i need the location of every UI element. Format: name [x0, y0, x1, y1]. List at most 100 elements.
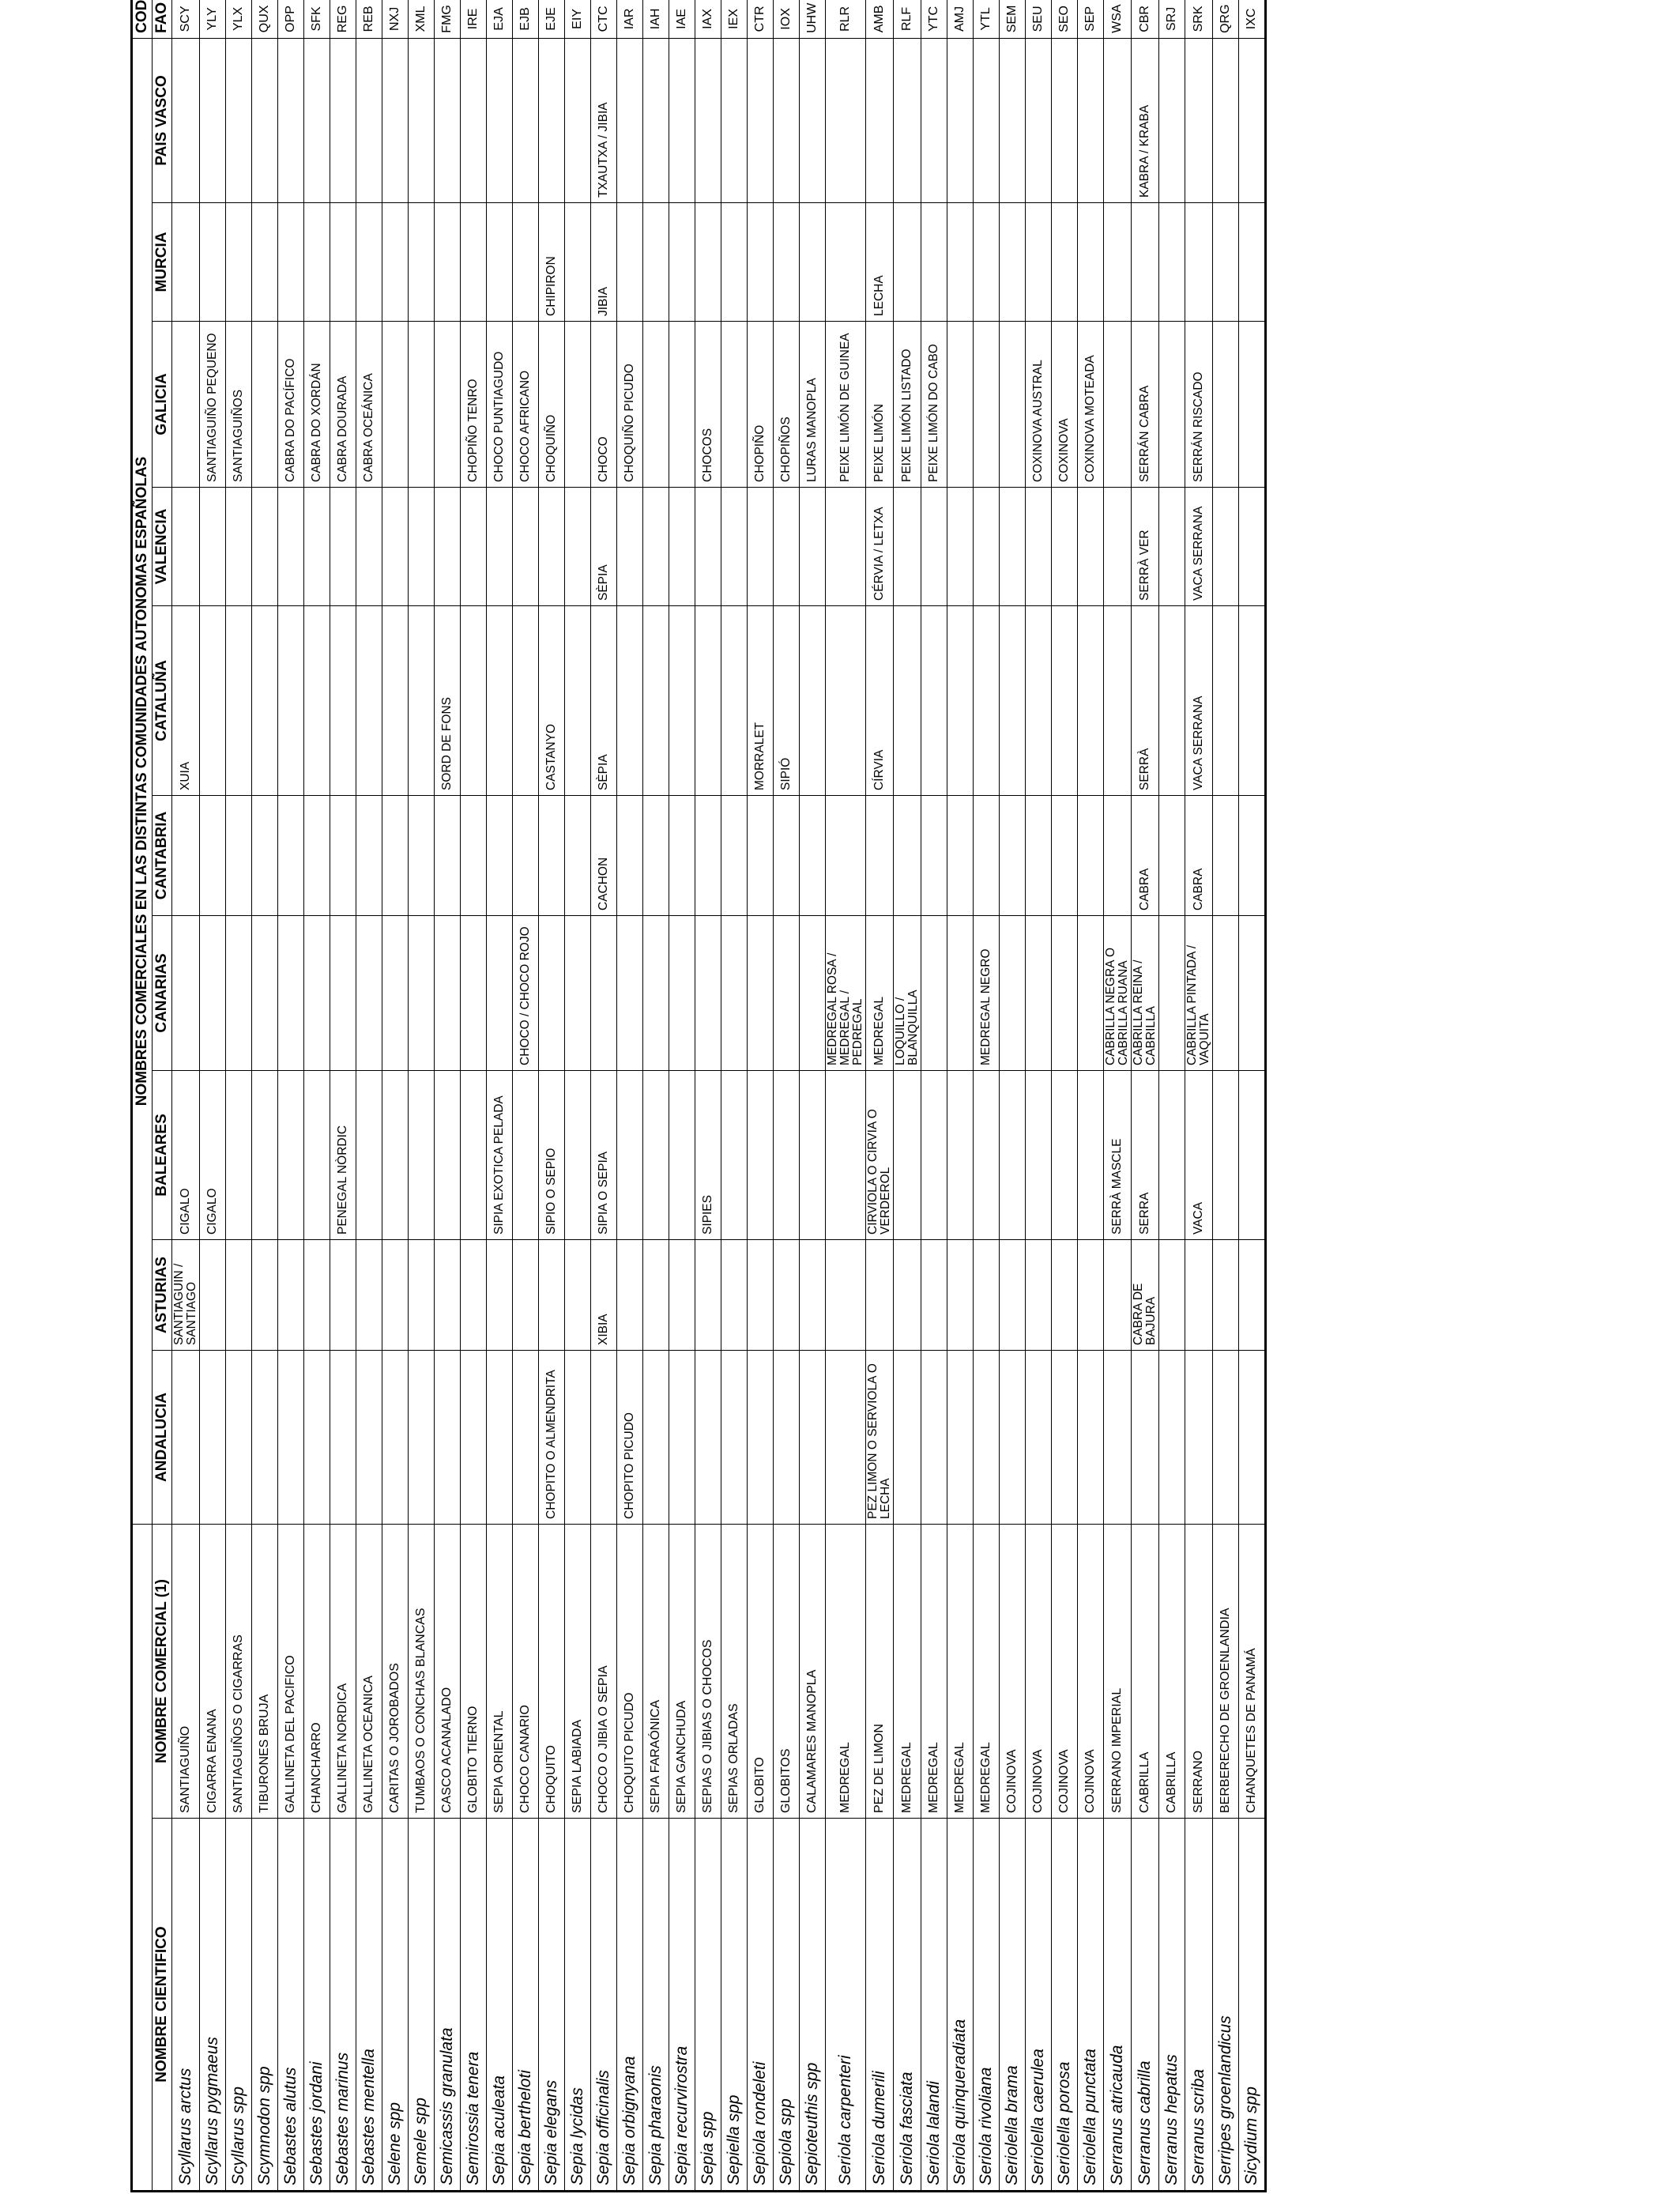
cell-pais-vasco	[999, 38, 1026, 203]
cell-pais-vasco	[893, 38, 921, 203]
cell-cataluna: MORRALET	[747, 605, 774, 796]
cell-asturias	[865, 1239, 894, 1351]
cell-valencia	[382, 487, 409, 606]
cell-cataluna: VACA SERRANA	[1185, 605, 1213, 796]
commercial-names-table: NOMBRES COMERCIALES EN LAS DISTINTAS COM…	[130, 0, 1267, 2192]
cell-galicia: COXINOVA	[1051, 321, 1078, 488]
cell-asturias	[799, 1239, 826, 1351]
cell-commercial-name: CHOQUITO	[538, 1524, 565, 1819]
cell-fao: EJB	[512, 0, 539, 39]
cell-fao: IAH	[642, 0, 669, 39]
cell-asturias	[225, 1239, 252, 1351]
cell-cantabria	[1051, 795, 1078, 916]
cell-cataluna	[564, 605, 591, 796]
cell-fao: YLY	[199, 0, 226, 39]
cell-murcia	[1238, 202, 1266, 322]
cell-cataluna	[825, 605, 866, 796]
cell-baleares	[893, 1070, 921, 1240]
cell-commercial-name: CIGARRA ENANA	[199, 1524, 226, 1819]
cell-cantabria	[721, 795, 748, 916]
cell-canarias	[773, 915, 800, 1071]
cell-fao: IOX	[773, 0, 800, 39]
cell-baleares	[382, 1070, 409, 1240]
cell-asturias	[460, 1239, 487, 1351]
cell-galicia: CHOCO AFRICANO	[512, 321, 539, 488]
cell-cantabria	[512, 795, 539, 916]
cell-baleares	[303, 1070, 330, 1240]
cell-commercial-name: CALAMARES MANOPLA	[799, 1524, 826, 1819]
group-title: NOMBRES COMERCIALES EN LAS DISTINTAS COM…	[131, 38, 153, 1525]
cell-baleares	[773, 1070, 800, 1240]
table-row: Scyllarus pygmaeus CIGARRA ENANA CIGALO SAN…	[199, 0, 226, 2192]
cell-valencia	[486, 487, 513, 606]
cell-canarias	[721, 915, 748, 1071]
cell-galicia: LURAS MANOPLA	[799, 321, 826, 488]
cell-cataluna	[277, 605, 304, 796]
cell-commercial-name: COJINOVA	[999, 1524, 1026, 1819]
table-row: Serranus cabrilla CABRILLA CABRA DE BAJURA…	[1131, 0, 1159, 2192]
cell-scientific-name: Seriola fasciata	[893, 1818, 921, 2192]
cell-canarias	[695, 915, 721, 1071]
cell-cataluna	[695, 605, 721, 796]
table-row: Sepia pharaonis SEPIA FARAÓNICA IAH	[642, 0, 669, 2192]
cell-valencia	[303, 487, 330, 606]
cell-fao: CTC	[590, 0, 617, 39]
cell-commercial-name: COJINOVA	[1051, 1524, 1078, 1819]
table-row: Seriolella punctata COJINOVA COXINOVA MOTE…	[1077, 0, 1104, 2192]
cell-galicia: CABRA DO PACÍFICO	[277, 321, 304, 488]
cell-valencia	[356, 487, 382, 606]
cell-commercial-name: CHOCO CANARIO	[512, 1524, 539, 1819]
cell-cantabria	[564, 795, 591, 916]
cell-pais-vasco	[1185, 38, 1213, 203]
cell-galicia: PEIXE LIMÓN DO CABO	[921, 321, 947, 488]
cell-cataluna	[616, 605, 643, 796]
cell-valencia	[642, 487, 669, 606]
cell-galicia: CHOQUIÑO	[538, 321, 565, 488]
cell-cantabria	[999, 795, 1026, 916]
cell-andalucia	[277, 1350, 304, 1525]
cell-cataluna	[921, 605, 947, 796]
cell-pais-vasco	[616, 38, 643, 203]
cell-andalucia	[303, 1350, 330, 1525]
column-header-valencia: VALENCIA	[152, 487, 172, 606]
cell-galicia	[251, 321, 278, 488]
cell-asturias	[721, 1239, 748, 1351]
cell-fao: RLF	[893, 0, 921, 39]
cell-cataluna	[251, 605, 278, 796]
cell-galicia: CABRA OCEÁNICA	[356, 321, 382, 488]
cell-andalucia	[251, 1350, 278, 1525]
cell-commercial-name: SEPIA LABIADA	[564, 1524, 591, 1819]
cell-commercial-name: GLOBITO TIERNO	[460, 1524, 487, 1819]
column-header-row: NOMBRE CIENTIFICO NOMBRE COMERCIAL (1) AND…	[152, 0, 172, 2192]
cell-canarias	[199, 915, 226, 1071]
cell-andalucia	[564, 1350, 591, 1525]
cell-murcia	[199, 202, 226, 322]
cell-commercial-name: GALLINETA NORDICA	[330, 1524, 356, 1819]
cell-fao: REG	[330, 0, 356, 39]
cell-cataluna	[330, 605, 356, 796]
cell-andalucia	[1025, 1350, 1052, 1525]
column-header-commercial-name: NOMBRE COMERCIAL (1)	[152, 1524, 172, 1819]
cell-canarias: MEDREGAL ROSA / MEDREGAL / PEDREGAL	[825, 915, 866, 1071]
cell-cataluna	[1238, 605, 1266, 796]
cell-cantabria	[865, 795, 894, 916]
cell-pais-vasco	[199, 38, 226, 203]
cell-galicia: CHOCOS	[695, 321, 721, 488]
cell-scientific-name: Sepiola spp	[773, 1818, 800, 2192]
cell-pais-vasco	[973, 38, 1000, 203]
cell-cataluna	[721, 605, 748, 796]
cell-fao: NXJ	[382, 0, 409, 39]
cell-andalucia	[1051, 1350, 1078, 1525]
cell-asturias: XIBIA	[590, 1239, 617, 1351]
cell-commercial-name: SANTIAGUIÑO	[171, 1524, 200, 1819]
cell-commercial-name: GALLINETA DEL PACIFICO	[277, 1524, 304, 1819]
cell-fao: IAX	[695, 0, 721, 39]
column-header-cataluna: CATALUÑA	[152, 605, 172, 796]
cell-cataluna	[1103, 605, 1132, 796]
cell-fao: RLR	[825, 0, 866, 39]
table-row: Seriola rivoliana MEDREGAL MEDREGAL NEGRO Y…	[973, 0, 1000, 2192]
cell-asturias	[199, 1239, 226, 1351]
cell-asturias	[251, 1239, 278, 1351]
cell-cantabria: CABRA	[1131, 795, 1159, 916]
table-row: Selene spp CARITAS O JOROBADOS NXJ	[382, 0, 409, 2192]
